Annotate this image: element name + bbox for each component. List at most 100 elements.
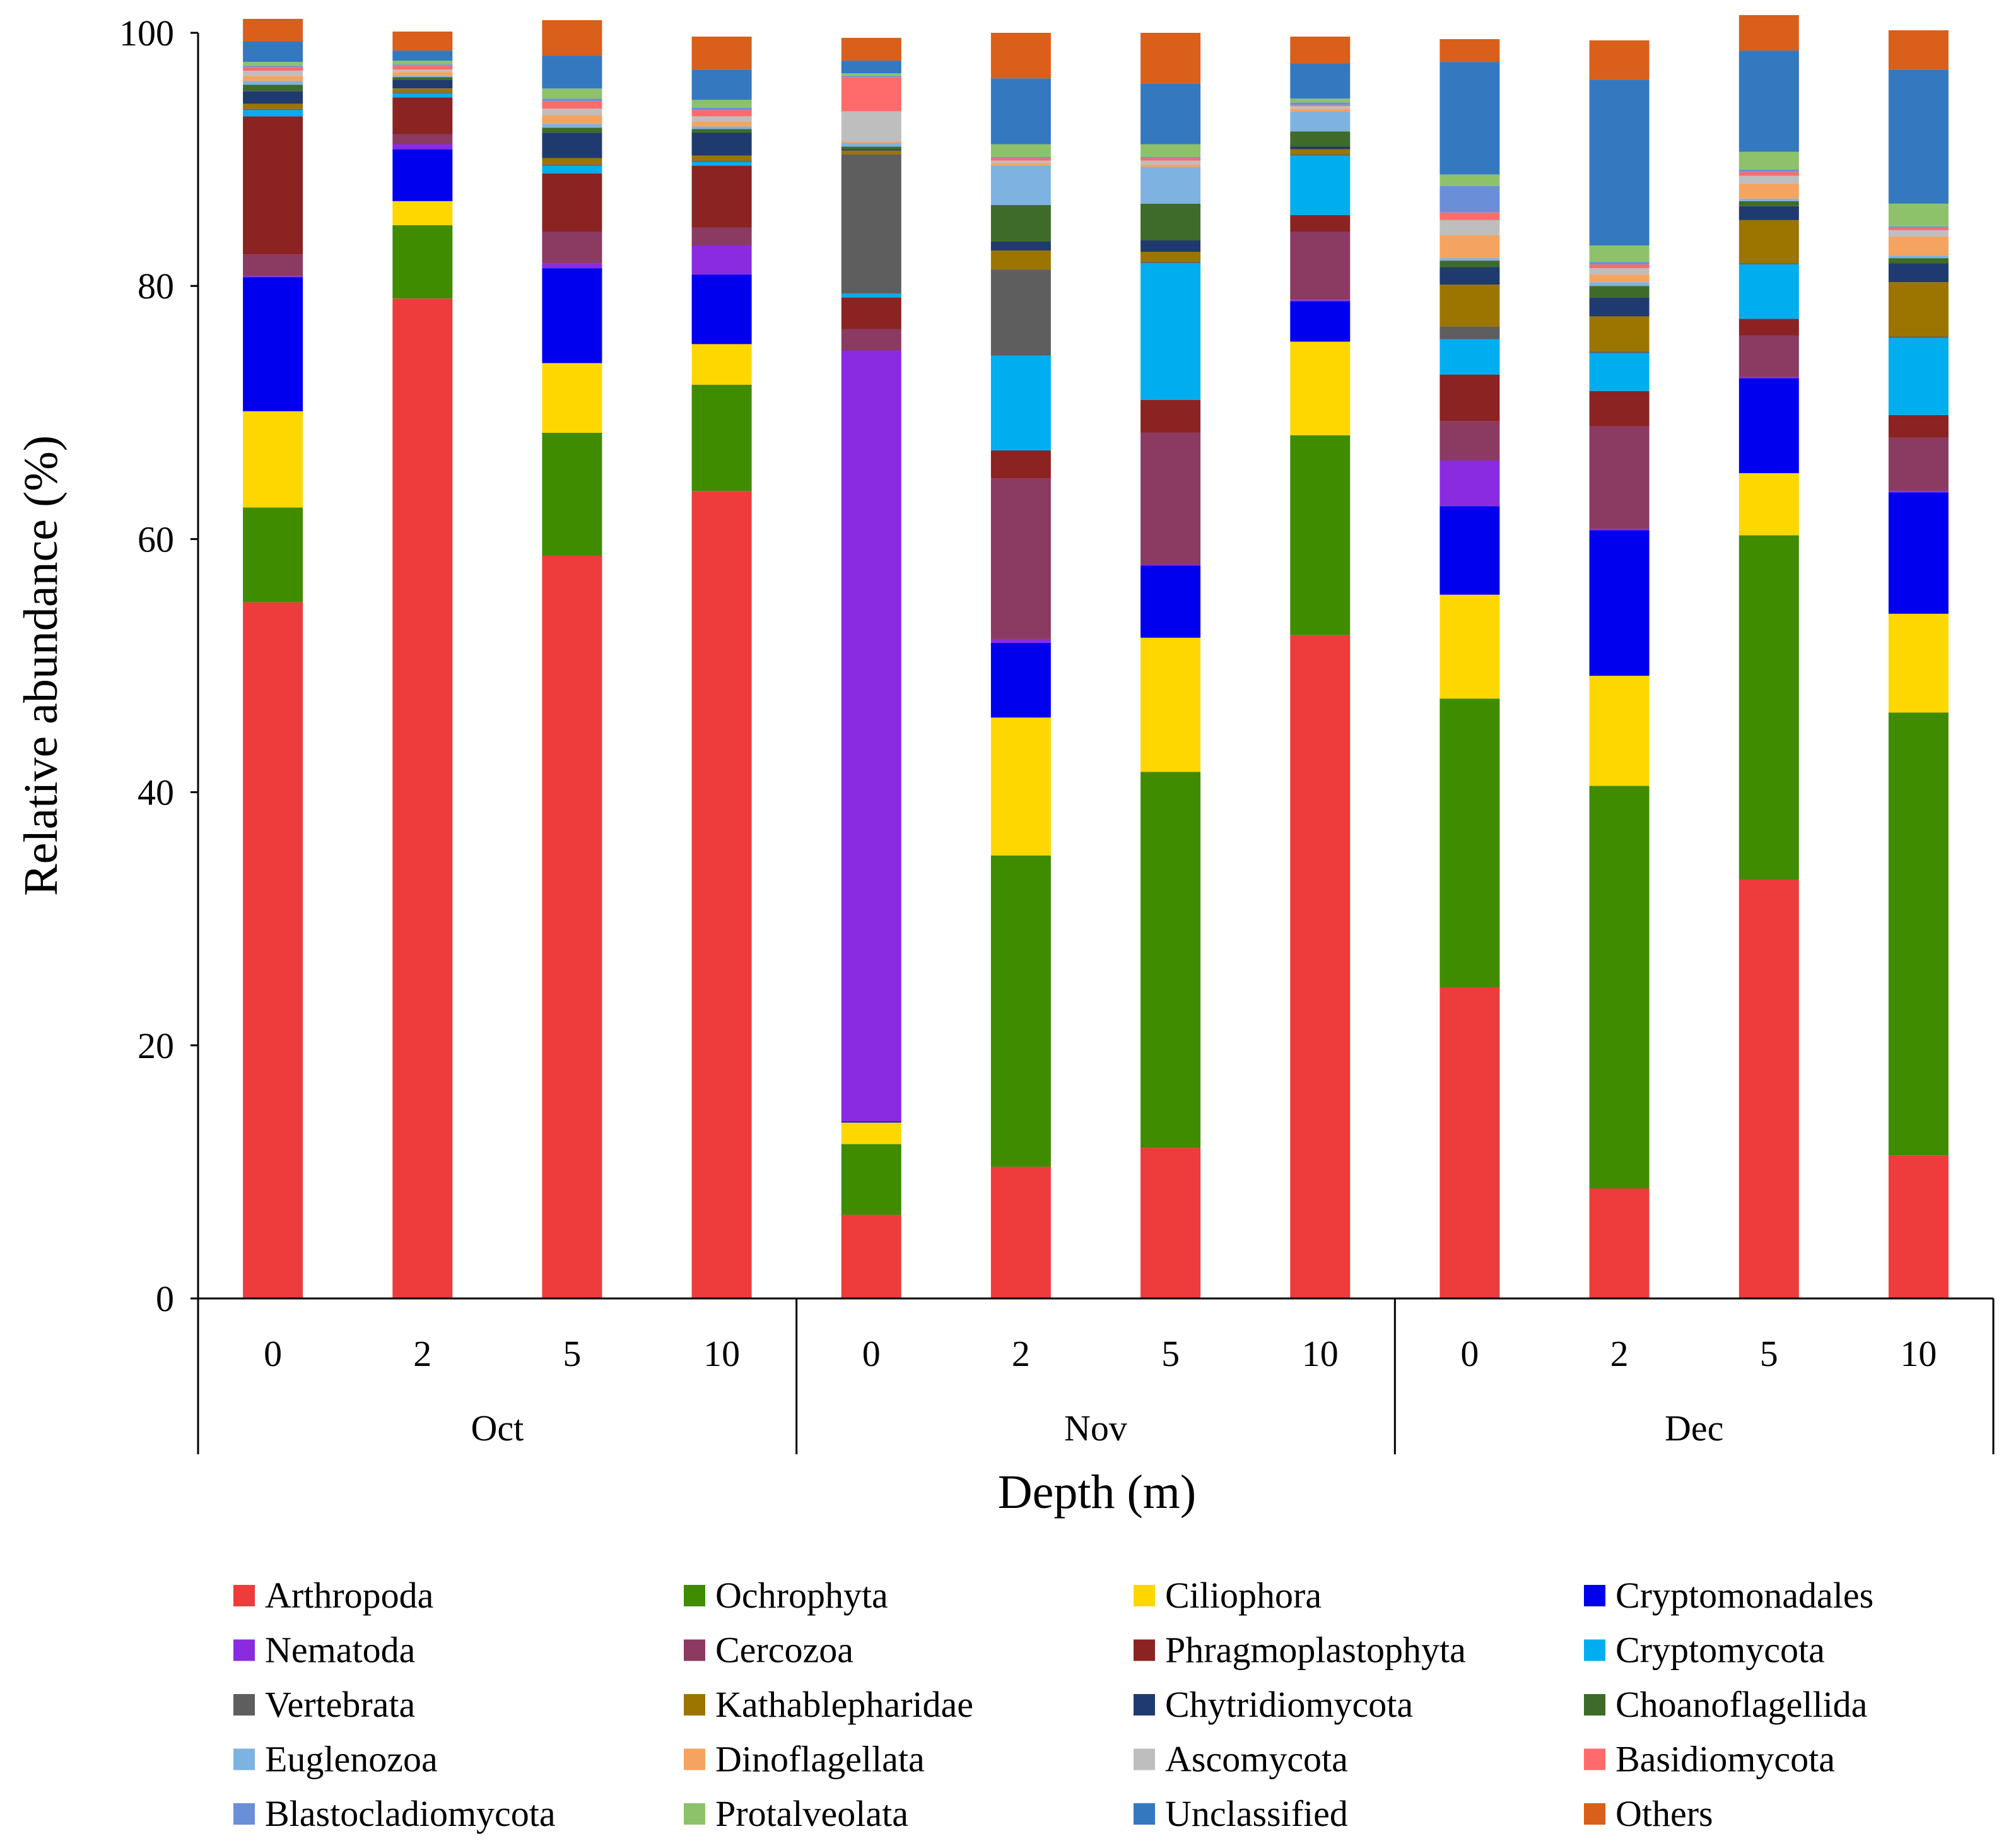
bar-segment [542,115,602,124]
bar-segment [1738,535,1799,880]
bar-segment [841,143,901,147]
bar-segment [243,110,303,117]
bar-segment [1290,63,1351,99]
bar-segment [841,1122,901,1145]
legend-item: Blastocladiomycota [233,1793,556,1834]
bar-segment [841,350,901,1122]
bar-segment [243,507,303,603]
bar-segment [1140,33,1201,84]
bar-segment [1439,987,1500,1298]
y-axis-title: Relative abundance (%) [15,435,67,896]
bar-segment [1738,151,1799,170]
bar-segment [1140,158,1201,161]
bar-segment [1290,111,1351,132]
bar-segment [1888,338,1949,415]
bar-segment [392,144,453,150]
bar-segment [1439,506,1500,595]
bar-segment [1738,169,1799,172]
bar-segment [691,160,752,162]
bar-segment [1439,285,1500,327]
legend-label: Choanoflagellida [1615,1684,1867,1725]
bar-segment [691,129,752,133]
bar-segment [841,297,901,329]
bar-segment [1888,226,1949,228]
bar-segment [1589,529,1650,531]
bar-segment [1589,351,1650,353]
bar-segment [542,127,602,133]
bar-segment [990,450,1051,479]
legend-label: Cryptomycota [1615,1630,1825,1671]
bar-segment [1439,235,1500,259]
x-tick-label: 2 [413,1333,431,1374]
bar-segment [1888,336,1949,338]
bar-segment [1140,240,1201,252]
bar-segment [1140,167,1201,204]
legend-item: Chytridiomycota [1134,1684,1413,1725]
bar-segment [542,20,602,56]
bar-segment [1738,880,1799,1298]
legend-item: Ascomycota [1134,1739,1348,1780]
bar-segment [542,268,602,363]
bar-segment [1888,230,1949,237]
bar-segment [841,73,901,76]
bar-segment [1888,712,1949,1156]
y-tick-label: 20 [138,1025,174,1066]
x-tick-label: 5 [1161,1333,1180,1374]
legend-label: Protalveolata [715,1793,908,1834]
y-tick-label: 100 [119,13,174,54]
bar-segment [1439,62,1500,175]
bar-segment [1140,637,1201,772]
legend-swatch [233,1694,255,1716]
bar-segment [841,1144,901,1215]
bar-segment [1439,374,1500,421]
x-tick-label: 10 [703,1333,740,1374]
legend: Arthropoda Ochrophyta Ciliophora Cryptomona… [233,1575,1873,1834]
bar-segment [990,78,1051,144]
bar-segment [392,32,453,51]
bar-segment [1888,263,1949,283]
legend-label: Arthropoda [265,1575,433,1616]
bar-segment [1439,212,1500,220]
y-tick-label: 0 [156,1278,174,1319]
legend-item: Kathablepharidae [684,1684,973,1725]
legend-item: Dinoflagellata [684,1739,925,1780]
bar-segment [1140,399,1201,433]
legend-swatch [233,1803,255,1825]
bar-segment [1290,435,1351,635]
bar-segment [1290,146,1351,150]
bar-segment [1589,79,1650,245]
bar-segment [841,293,901,298]
bar-segment [1140,1148,1201,1298]
bar-segment [1888,203,1949,227]
bar-segment [691,116,752,122]
bar-segment [1439,461,1500,507]
legend-item: Cryptomycota [1584,1630,1825,1671]
bar-segment [1140,262,1201,264]
bar-segment [691,274,752,344]
x-tick-label: 5 [563,1333,581,1374]
bar-segment [691,132,752,156]
bar-segment [691,37,752,70]
bar-segment [1589,286,1650,298]
bar-segment [542,432,602,556]
bar-segment [1140,83,1201,144]
legend-item: Ciliophora [1134,1575,1322,1616]
bar-segment [990,1167,1051,1298]
bar-segment [1140,263,1201,400]
bar-segment [1888,258,1949,264]
bar-segment [990,478,1051,639]
bar-segment [1589,786,1650,1189]
x-tick-label: 10 [1302,1333,1339,1374]
bar-segment [990,204,1051,242]
bar-segment [1290,105,1351,107]
bar-segment [1140,160,1201,165]
bar-segment [1290,149,1351,155]
bar-segment [1140,144,1201,157]
x-tick-label: 2 [1012,1333,1030,1374]
bar-segment [841,141,901,143]
bar-segment [542,158,602,165]
bar-segment [1439,261,1500,268]
bar-segment [1439,258,1500,261]
bar-segment [392,93,453,98]
bar-segment [1738,377,1799,379]
